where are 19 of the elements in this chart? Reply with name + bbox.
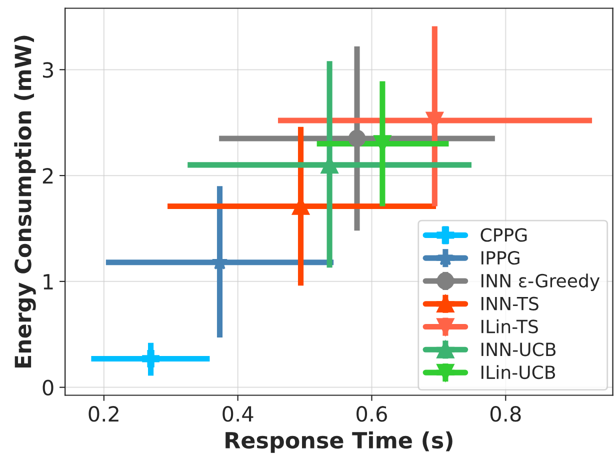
legend-label: INN ε-Greedy	[482, 274, 600, 292]
legend-label: INN-TS	[482, 296, 538, 310]
x-tick-label: 0.2	[88, 406, 118, 422]
y-tick-label: 2	[42, 168, 53, 184]
y-axis-title: Energy Consumption (mW)	[14, 36, 36, 368]
legend-label: ILin-TS	[482, 319, 538, 334]
legend-label: INN-UCB	[482, 342, 556, 356]
point	[142, 350, 160, 368]
point	[348, 130, 366, 148]
legend-label: CPPG	[480, 228, 527, 242]
x-tick-label: 0.4	[222, 406, 254, 422]
x-axis-title: Response Time (s)	[226, 431, 452, 453]
legend-label: ILin-UCB	[482, 365, 556, 380]
y-tick-label: 0	[42, 380, 54, 396]
legend-label: IPPG	[482, 251, 520, 265]
x-tick-label: 0.6	[356, 406, 387, 422]
x-tick-label: 0.8	[490, 406, 521, 422]
y-tick-label: 3	[43, 62, 53, 78]
y-tick-label: 1	[44, 274, 53, 290]
